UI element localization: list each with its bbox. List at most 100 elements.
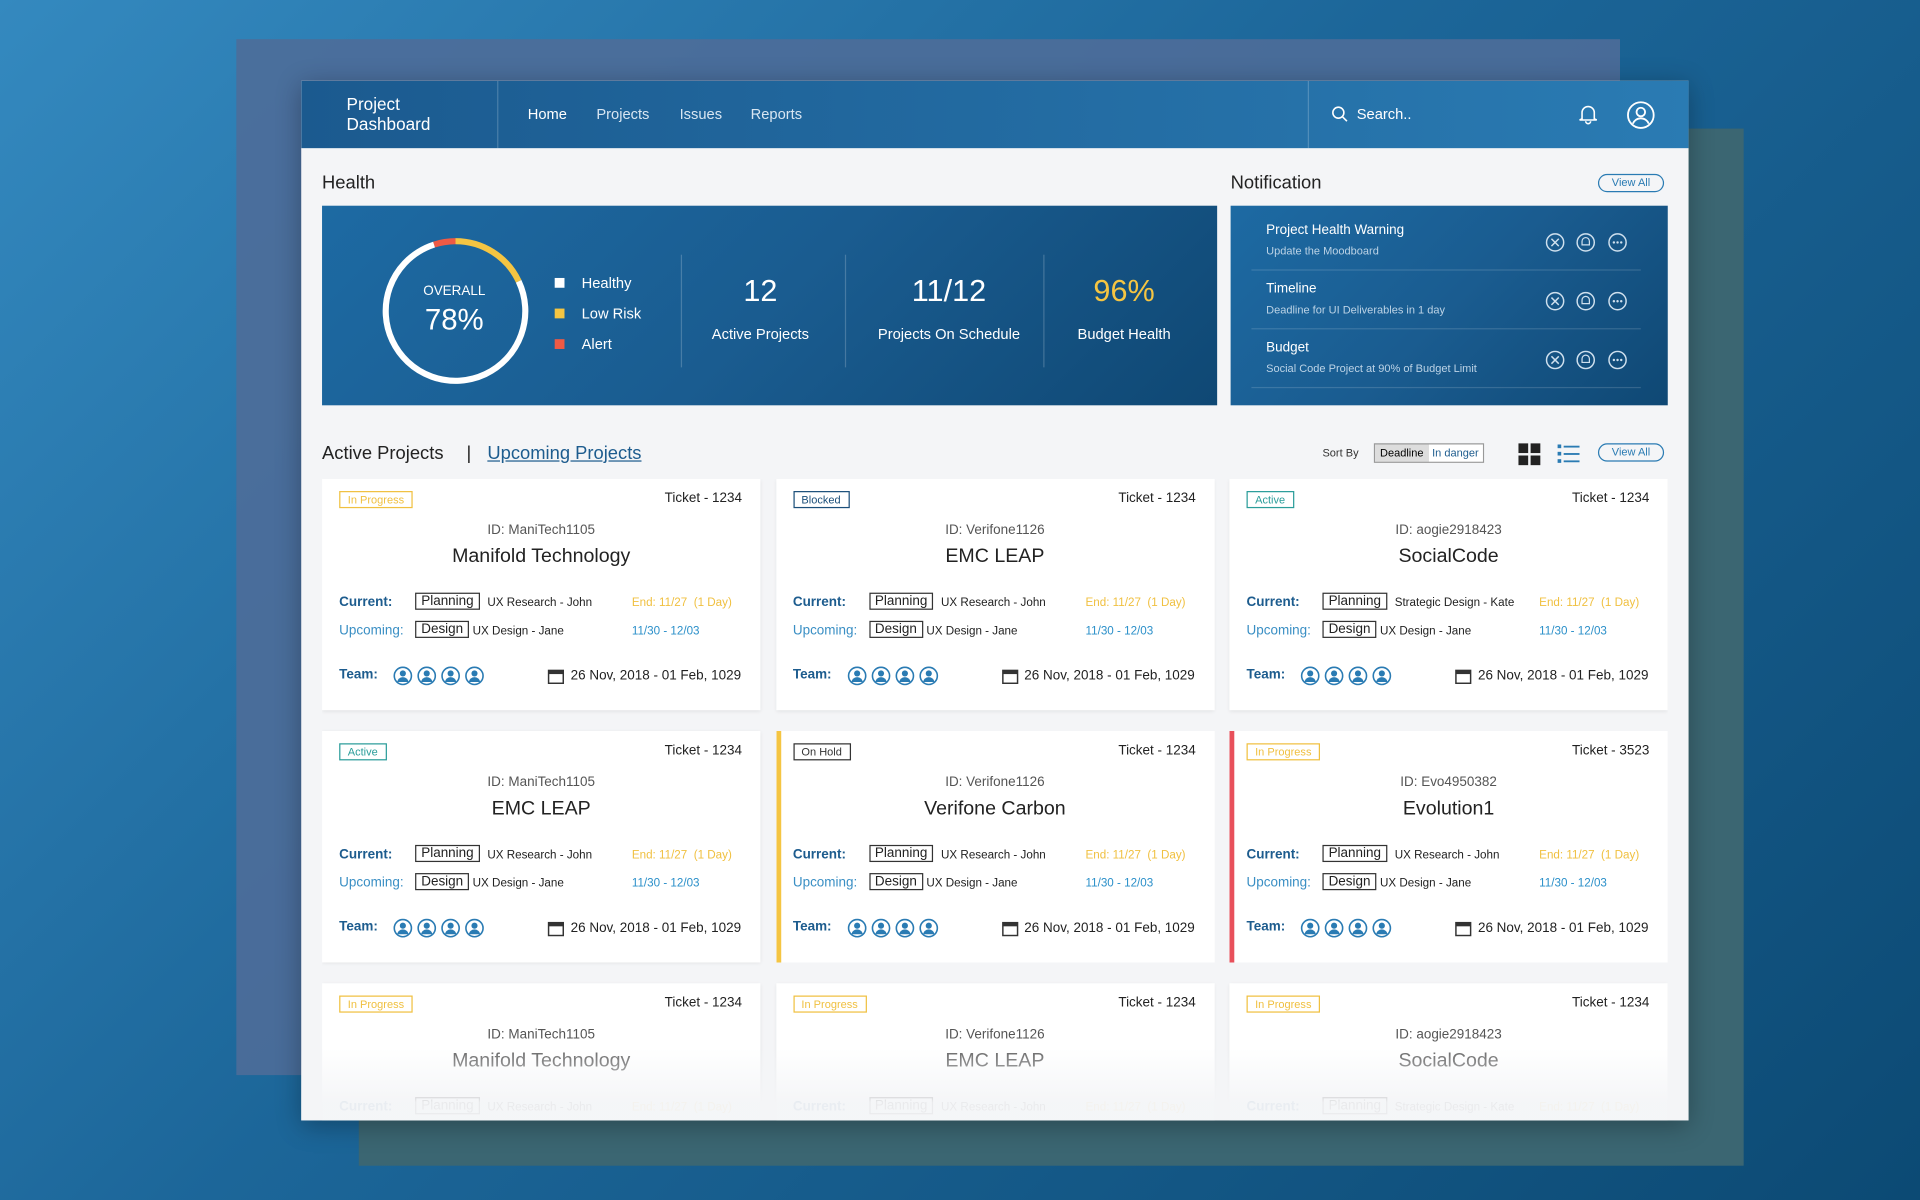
- action-icon: [1612, 300, 1616, 303]
- avatar: [1331, 670, 1338, 677]
- list-view-icon-part-part: [1563, 460, 1580, 463]
- calendar-icon: [1455, 922, 1471, 927]
- divider: [1251, 269, 1641, 271]
- project-card[interactable]: Active Ticket - 1234 ID: ManiTech1105 EMC L…: [322, 731, 761, 963]
- notification-actions[interactable]: [1545, 349, 1633, 371]
- nav-item[interactable]: Reports: [750, 105, 803, 123]
- action-icon: [1545, 291, 1565, 311]
- calendar-icon: [1455, 669, 1472, 685]
- avatar: [898, 677, 910, 683]
- phase-box: Planning: [1322, 844, 1388, 863]
- action-icon: [1612, 358, 1616, 362]
- stat-label: Active Projects: [711, 325, 809, 343]
- avatar: [922, 929, 934, 935]
- tab[interactable]: Upcoming Projects: [487, 443, 642, 465]
- nav-item[interactable]: Projects: [596, 105, 650, 123]
- fade: [301, 1048, 1689, 1121]
- project-dates: 26 Nov, 2018 - 01 Feb, 1029: [1477, 920, 1649, 936]
- task: UX Research - John: [941, 596, 1046, 610]
- bell-icon[interactable]: [1577, 103, 1599, 125]
- phase-box: Design: [415, 620, 470, 638]
- phase-box: Design: [1322, 620, 1377, 638]
- avatar: [471, 670, 478, 677]
- search-input[interactable]: Search..: [1356, 105, 1412, 123]
- task: UX Research - John: [487, 596, 593, 610]
- project-card[interactable]: In Progress Ticket - 3523 ID: Evo4950382 Ev…: [1229, 731, 1668, 963]
- list-view-icon[interactable]: [1557, 443, 1580, 465]
- action-icon: [1576, 291, 1596, 311]
- avatar: [423, 922, 430, 929]
- avatar: [1304, 677, 1316, 683]
- project-card[interactable]: Blocked Ticket - 1234 ID: Verifone1126 EMC …: [775, 478, 1215, 711]
- nav-item[interactable]: Issues: [679, 105, 723, 123]
- grid-view-icon[interactable]: [1518, 443, 1541, 466]
- avatar: [421, 929, 433, 935]
- project-dates: 26 Nov, 2018 - 01 Feb, 1029: [570, 668, 742, 684]
- avatar: [922, 677, 934, 683]
- avatar: [468, 929, 481, 935]
- phase-box: Design: [1322, 873, 1377, 891]
- avatar: [877, 670, 884, 677]
- action-icon: [1616, 358, 1619, 362]
- action-icon: [1581, 236, 1591, 246]
- avatar: [1372, 666, 1392, 686]
- action-icon: [1620, 358, 1623, 362]
- project-card[interactable]: On Hold Ticket - 1234 ID: Verifone1126 Veri…: [775, 731, 1215, 963]
- divider: [1307, 80, 1309, 149]
- ticket: Ticket - 1234: [1572, 491, 1650, 506]
- avatar: [1348, 918, 1368, 938]
- team-avatars: [847, 666, 938, 686]
- avatar: [1300, 918, 1320, 938]
- avatar: [918, 666, 938, 686]
- date-range: 11/30 - 12/03: [631, 876, 700, 891]
- notification-actions[interactable]: [1545, 290, 1633, 312]
- divider: [1251, 328, 1641, 330]
- avatar: [1348, 666, 1368, 686]
- task: UX Design - Jane: [1380, 624, 1472, 638]
- status-badge: Active: [339, 743, 387, 761]
- list-view-icon-part-part: [1557, 459, 1562, 463]
- avatar: [399, 922, 406, 929]
- overall-label: OVERALL: [423, 284, 486, 299]
- view-all-button[interactable]: View All: [1597, 443, 1665, 462]
- avatar: [851, 929, 863, 935]
- phase-box: Design: [868, 873, 923, 891]
- calendar-icon: [1001, 921, 1018, 937]
- bell-icon-part: [1579, 105, 1598, 125]
- legend-label: Low Risk: [581, 304, 642, 323]
- avatar: [423, 670, 430, 677]
- legend-item: Alert: [554, 333, 612, 355]
- label: Current:: [1246, 847, 1300, 863]
- nav-item[interactable]: Home: [527, 105, 567, 123]
- end-date: End: 11/27 (1 Day): [1085, 596, 1186, 610]
- calendar-icon: [1002, 670, 1017, 675]
- user-icon[interactable]: [1626, 100, 1655, 129]
- project-card[interactable]: Active Ticket - 1234 ID: aogie2918423 Socia…: [1229, 478, 1668, 711]
- avatar: [399, 670, 406, 677]
- status-badge: In Progress: [339, 995, 413, 1013]
- notification-title: Project Health Warning: [1266, 222, 1405, 238]
- avatar: [465, 666, 484, 686]
- avatar: [853, 670, 860, 677]
- team-avatars: [393, 918, 484, 938]
- tab[interactable]: Active Projects: [322, 443, 444, 465]
- notification-actions[interactable]: [1545, 231, 1633, 253]
- stat-value: 12: [743, 274, 778, 309]
- action-icon: [1608, 233, 1627, 252]
- notification-panel: Project Health Warning Update the Moodboa…: [1230, 205, 1668, 406]
- phase-box: Planning: [1322, 592, 1388, 610]
- project-card[interactable]: In Progress Ticket - 1234 ID: ManiTech1105…: [322, 478, 761, 711]
- view-all-button[interactable]: View All: [1597, 173, 1665, 193]
- avatar: [1378, 670, 1385, 677]
- avatar: [445, 677, 457, 683]
- avatar: [468, 677, 481, 683]
- sort-option[interactable]: Deadline: [1375, 444, 1429, 462]
- label: Current:: [792, 847, 846, 863]
- project-id: ID: aogie2918423: [1395, 1027, 1502, 1043]
- end-date: End: 11/27 (1 Day): [631, 596, 732, 610]
- calendar-icon: [547, 669, 565, 685]
- action-icon: [1581, 295, 1591, 305]
- avatar: [447, 670, 454, 677]
- sort-option[interactable]: In danger: [1428, 444, 1483, 462]
- avatar: [847, 918, 866, 938]
